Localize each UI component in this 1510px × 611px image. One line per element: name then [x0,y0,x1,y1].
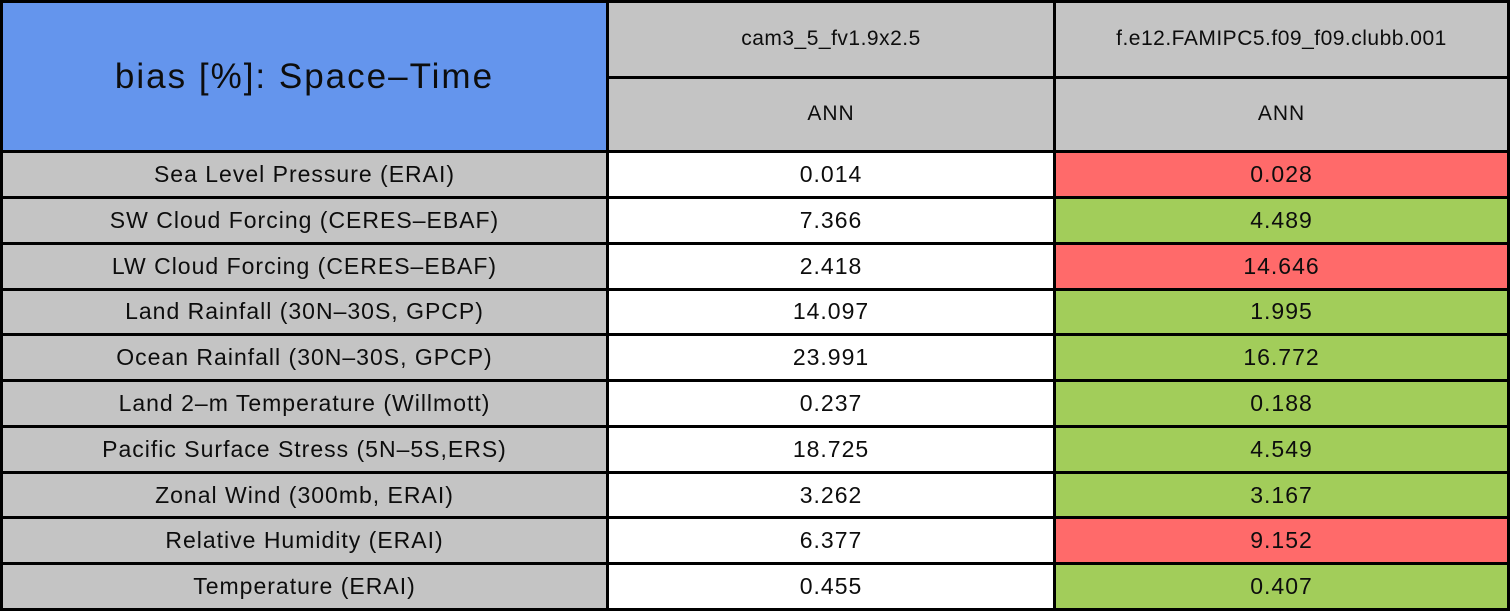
value-cell-clubb: 0.188 [1056,382,1507,425]
row-label: Ocean Rainfall (30N–30S, GPCP) [3,336,606,380]
value-cell-cam: 23.991 [609,336,1053,380]
value-cell-cam: 6.377 [609,519,1053,563]
value-cell-cam: 0.014 [609,153,1053,197]
value-cell-clubb: 1.995 [1056,290,1507,334]
row-label: SW Cloud Forcing (CERES–EBAF) [3,199,606,242]
value-cell-cam: 18.725 [609,427,1053,471]
row-label: Relative Humidity (ERAI) [3,519,606,563]
value-cell-cam: 0.237 [609,382,1053,425]
row-label: Temperature (ERAI) [3,565,606,608]
column-subheader-season-clubb: ANN [1056,78,1507,151]
value-cell-clubb: 0.407 [1056,565,1507,608]
value-cell-cam: 7.366 [609,199,1053,242]
value-cell-clubb: 4.489 [1056,199,1507,242]
table-title: bias [%]: Space–Time [3,3,606,151]
value-cell-clubb: 9.152 [1056,519,1507,563]
value-cell-cam: 3.262 [609,473,1053,517]
value-cell-cam: 2.418 [609,244,1053,288]
column-header-model-clubb: f.e12.FAMIPC5.f09_f09.clubb.001 [1056,3,1507,76]
value-cell-clubb: 3.167 [1056,473,1507,517]
value-cell-clubb: 16.772 [1056,336,1507,380]
row-label: Land Rainfall (30N–30S, GPCP) [3,290,606,334]
row-label: Sea Level Pressure (ERAI) [3,153,606,197]
row-label: Zonal Wind (300mb, ERAI) [3,473,606,517]
value-cell-clubb: 14.646 [1056,244,1507,288]
column-subheader-season-cam: ANN [609,78,1053,151]
value-cell-clubb: 4.549 [1056,427,1507,471]
value-cell-cam: 0.455 [609,565,1053,608]
row-label: LW Cloud Forcing (CERES–EBAF) [3,244,606,288]
value-cell-cam: 14.097 [609,290,1053,334]
row-label: Pacific Surface Stress (5N–5S,ERS) [3,427,606,471]
column-header-model-cam: cam3_5_fv1.9x2.5 [609,3,1053,76]
row-label: Land 2–m Temperature (Willmott) [3,382,606,425]
value-cell-clubb: 0.028 [1056,153,1507,197]
